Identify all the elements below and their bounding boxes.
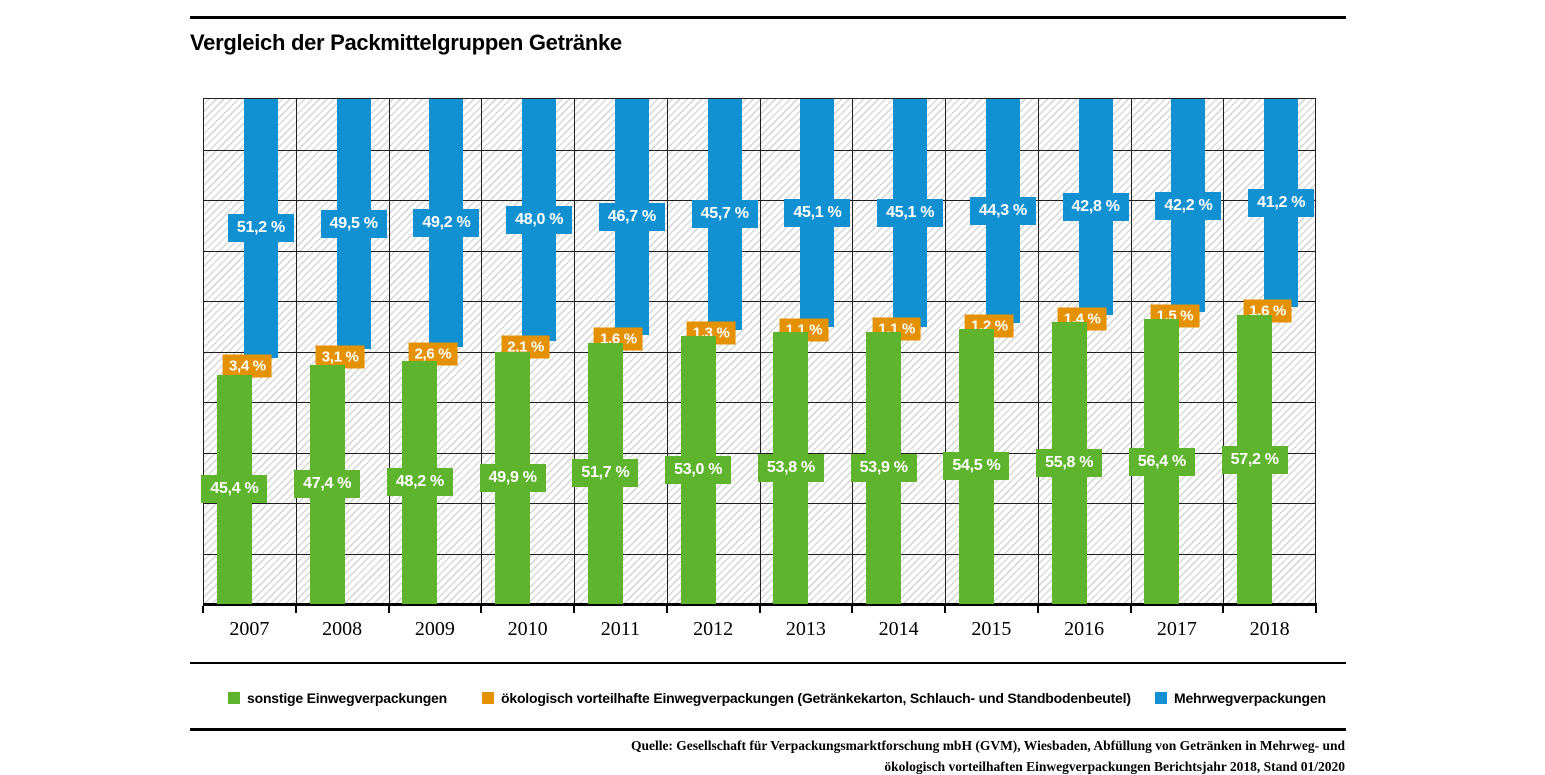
source-line-1: Quelle: Gesellschaft für Verpackungsmark… — [630, 738, 1345, 753]
top-rule — [190, 16, 1346, 19]
value-label-sonstige-einwegverpackungen-2009: 48,2 % — [386, 468, 453, 497]
legend-bottom-rule — [190, 728, 1346, 731]
legend-swatch-green — [228, 692, 240, 704]
column-divider — [1315, 99, 1316, 604]
gridline — [203, 503, 1316, 504]
column-divider — [667, 99, 668, 604]
source-line-2: ökologisch vorteilhaften Einwegverpackun… — [884, 758, 1345, 774]
value-label-mehrwegverpackungen-2014: 45,1 % — [877, 198, 944, 227]
column-divider — [1038, 99, 1039, 604]
axis-tick — [1130, 606, 1132, 613]
value-label-mehrwegverpackungen-2012: 45,7 % — [691, 200, 758, 229]
legend-top-rule — [190, 662, 1346, 664]
gridline — [203, 452, 1316, 454]
value-label-mehrwegverpackungen-2010: 48,0 % — [506, 206, 573, 235]
axis-tick — [1222, 606, 1224, 613]
gridline — [203, 200, 1316, 201]
legend-item-mehrwegverpackungen: Mehrwegverpackungen — [1155, 690, 1326, 706]
value-label-mehrwegverpackungen-2017: 42,2 % — [1155, 191, 1222, 220]
value-label-sonstige-einwegverpackungen-2018: 57,2 % — [1221, 445, 1288, 474]
x-tick-label-2017: 2017 — [1156, 618, 1197, 640]
source-note: Quelle: Gesellschaft für Verpackungsmark… — [560, 736, 1345, 775]
axis-tick — [666, 606, 668, 613]
axis-tick — [202, 606, 204, 613]
axis-tick — [851, 606, 853, 613]
value-label-sonstige-einwegverpackungen-2011: 51,7 % — [572, 459, 639, 488]
x-tick-label-2008: 2008 — [322, 618, 363, 640]
column-divider — [203, 99, 204, 604]
column-divider — [760, 99, 761, 604]
legend-item-oekologisch-vorteilhafte: ökologisch vorteilhafte Einwegverpackung… — [482, 690, 1131, 706]
value-label-mehrwegverpackungen-2011: 46,7 % — [598, 202, 665, 231]
column-divider — [389, 99, 390, 604]
axis-tick — [480, 606, 482, 613]
value-label-mehrwegverpackungen-2007: 51,2 % — [227, 214, 294, 243]
column-divider — [574, 99, 575, 604]
value-label-sonstige-einwegverpackungen-2007: 45,4 % — [201, 475, 268, 504]
x-tick-label-2013: 2013 — [785, 618, 826, 640]
column-divider — [481, 99, 482, 604]
plot-area: 3,4 % 51,2 % 45,4 % 3,1 % 49,5 % 47,4 % 2,6 % 4… — [201, 98, 1316, 604]
legend-label: ökologisch vorteilhafte Einwegverpackung… — [501, 690, 1131, 706]
x-axis-line — [203, 603, 1317, 606]
value-label-mehrwegverpackungen-2018: 41,2 % — [1248, 189, 1315, 218]
x-tick-label-2014: 2014 — [878, 618, 919, 640]
axis-tick — [295, 606, 297, 613]
axis-tick — [944, 606, 946, 613]
axis-tick — [1315, 606, 1317, 613]
value-label-mehrwegverpackungen-2013: 45,1 % — [784, 198, 851, 227]
value-label-oekologisch-vorteilhafte-2008: 3,1 % — [315, 345, 365, 369]
x-tick-label-2007: 2007 — [229, 618, 270, 640]
column-divider — [945, 99, 946, 604]
x-tick-label-2009: 2009 — [414, 618, 455, 640]
legend: sonstige Einwegverpackungen ökologisch v… — [203, 690, 1345, 712]
value-label-sonstige-einwegverpackungen-2010: 49,9 % — [479, 464, 546, 492]
legend-label: sonstige Einwegverpackungen — [247, 690, 447, 706]
axis-tick — [1037, 606, 1039, 613]
column-divider — [1223, 99, 1224, 604]
legend-swatch-blue — [1155, 692, 1167, 704]
x-tick-label-2018: 2018 — [1249, 618, 1290, 640]
legend-item-sonstige-einwegverpackungen: sonstige Einwegverpackungen — [228, 690, 447, 706]
value-label-oekologisch-vorteilhafte-2009: 2,6 % — [408, 342, 458, 366]
gridline — [203, 149, 1316, 151]
value-label-oekologisch-vorteilhafte-2007: 3,4 % — [222, 354, 272, 378]
gridline — [203, 351, 1316, 353]
gridline — [203, 250, 1316, 252]
value-label-mehrwegverpackungen-2016: 42,8 % — [1062, 193, 1129, 222]
value-label-sonstige-einwegverpackungen-2012: 53,0 % — [665, 456, 732, 485]
x-tick-label-2011: 2011 — [600, 618, 640, 640]
column-divider — [1131, 99, 1132, 604]
gridline — [203, 301, 1316, 302]
axis-tick — [573, 606, 575, 613]
legend-label: Mehrwegverpackungen — [1174, 690, 1326, 706]
gridline — [203, 553, 1316, 555]
axis-tick — [388, 606, 390, 613]
value-label-sonstige-einwegverpackungen-2014: 53,9 % — [850, 453, 917, 482]
value-label-sonstige-einwegverpackungen-2015: 54,5 % — [943, 452, 1010, 481]
value-label-sonstige-einwegverpackungen-2017: 56,4 % — [1128, 447, 1195, 476]
value-label-mehrwegverpackungen-2008: 49,5 % — [320, 209, 387, 238]
x-tick-label-2010: 2010 — [507, 618, 548, 640]
legend-swatch-orange — [482, 692, 494, 704]
x-tick-label-2015: 2015 — [971, 618, 1012, 640]
value-label-sonstige-einwegverpackungen-2016: 55,8 % — [1036, 449, 1103, 478]
gridline — [203, 402, 1316, 403]
column-divider — [852, 99, 853, 604]
chart-title: Vergleich der Packmittelgruppen Getränke — [190, 30, 622, 55]
x-tick-label-2016: 2016 — [1064, 618, 1105, 640]
value-label-mehrwegverpackungen-2009: 49,2 % — [413, 209, 480, 238]
value-label-sonstige-einwegverpackungen-2008: 47,4 % — [294, 470, 361, 499]
column-divider — [296, 99, 297, 604]
x-tick-label-2012: 2012 — [693, 618, 734, 640]
value-label-sonstige-einwegverpackungen-2013: 53,8 % — [757, 454, 824, 483]
axis-tick — [759, 606, 761, 613]
value-label-mehrwegverpackungen-2015: 44,3 % — [969, 196, 1036, 225]
